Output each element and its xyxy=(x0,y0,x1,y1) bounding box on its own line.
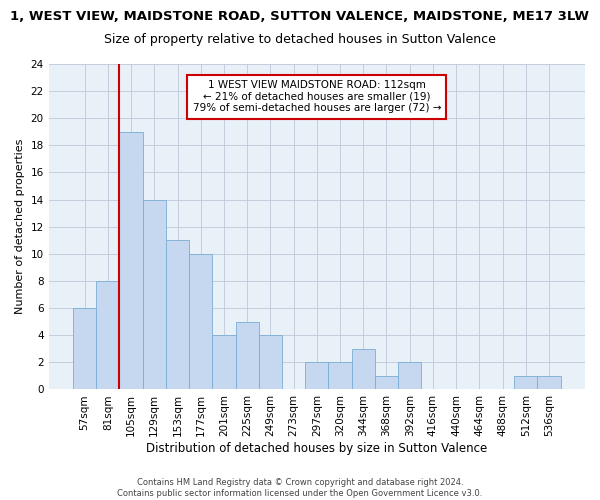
X-axis label: Distribution of detached houses by size in Sutton Valence: Distribution of detached houses by size … xyxy=(146,442,487,455)
Text: Contains HM Land Registry data © Crown copyright and database right 2024.
Contai: Contains HM Land Registry data © Crown c… xyxy=(118,478,482,498)
Bar xyxy=(305,362,328,390)
Bar xyxy=(96,281,119,390)
Text: 1 WEST VIEW MAIDSTONE ROAD: 112sqm
← 21% of detached houses are smaller (19)
79%: 1 WEST VIEW MAIDSTONE ROAD: 112sqm ← 21%… xyxy=(193,80,441,114)
Bar xyxy=(514,376,538,390)
Bar xyxy=(328,362,352,390)
Bar xyxy=(143,200,166,390)
Bar xyxy=(212,335,236,390)
Bar xyxy=(375,376,398,390)
Bar xyxy=(236,322,259,390)
Y-axis label: Number of detached properties: Number of detached properties xyxy=(15,139,25,314)
Text: 1, WEST VIEW, MAIDSTONE ROAD, SUTTON VALENCE, MAIDSTONE, ME17 3LW: 1, WEST VIEW, MAIDSTONE ROAD, SUTTON VAL… xyxy=(11,10,589,23)
Bar xyxy=(119,132,143,390)
Bar xyxy=(259,335,282,390)
Bar xyxy=(73,308,96,390)
Bar xyxy=(189,254,212,390)
Bar xyxy=(166,240,189,390)
Bar xyxy=(538,376,560,390)
Bar xyxy=(352,349,375,390)
Bar xyxy=(398,362,421,390)
Text: Size of property relative to detached houses in Sutton Valence: Size of property relative to detached ho… xyxy=(104,32,496,46)
